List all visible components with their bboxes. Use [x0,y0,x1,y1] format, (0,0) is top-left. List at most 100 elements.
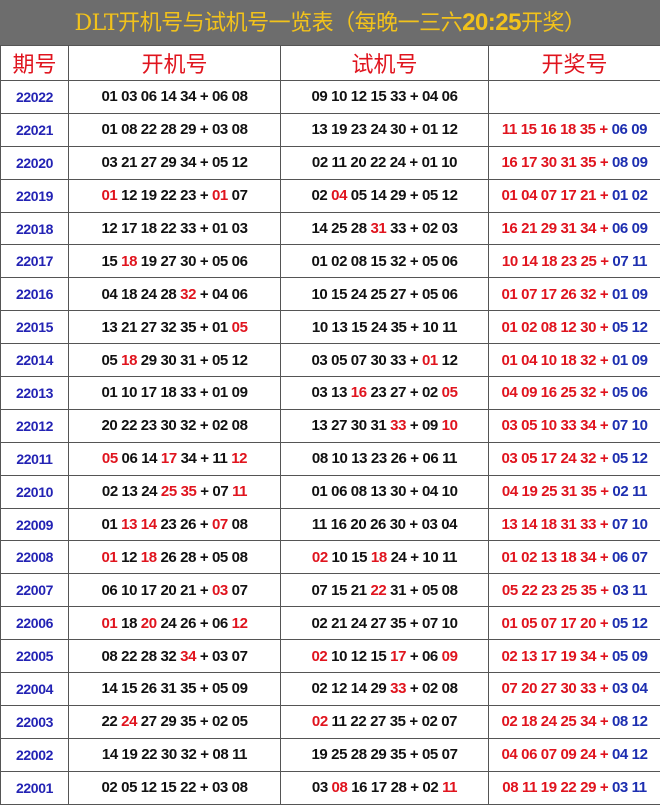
front-number: 04 [502,483,518,500]
prize-number-cell: 01 04 10 18 32 + 01 09 [489,344,660,377]
plus-separator: + [200,582,208,599]
header-open-number: 开机号 [69,46,281,81]
issue-number: 22020 [1,146,69,179]
back-number: 07 [612,516,628,533]
back-number: 11 [212,450,227,467]
front-number: 23 [371,450,387,467]
plus-separator: + [600,384,608,401]
front-number: 18 [160,384,176,401]
back-number: 08 [442,582,458,599]
plus-separator: + [600,450,608,467]
test-number-cell: 10 15 24 25 27 + 05 06 [281,278,489,311]
back-number: 01 [212,187,228,204]
front-number: 02 [312,713,328,730]
front-number: 04 [331,187,347,204]
front-number: 04 [101,286,117,303]
front-number: 34 [180,88,196,105]
front-number: 22 [101,713,117,730]
front-number: 27 [541,680,557,697]
front-number: 24 [370,121,386,138]
front-number: 18 [121,286,137,303]
front-number: 25 [331,746,347,763]
front-number: 16 [541,384,557,401]
back-number: 06 [612,121,628,138]
front-number: 11 [332,713,347,730]
plus-separator: + [409,713,417,730]
back-number: 08 [232,516,248,533]
back-number: 01 [612,352,628,369]
prize-number-cell: 03 05 17 24 32 + 05 12 [489,442,660,475]
front-number: 20 [350,516,366,533]
test-number-cell: 08 10 13 23 26 + 06 11 [281,442,489,475]
back-number: 08 [232,88,248,105]
front-number: 17 [560,615,576,632]
title-suffix: 开奖） [521,11,586,36]
issue-number: 22007 [1,574,69,607]
back-number: 05 [422,582,438,599]
open-number-cell: 08 22 28 32 34 + 03 07 [69,640,281,673]
front-number: 25 [560,384,576,401]
back-number: 04 [422,88,438,105]
back-number: 06 [212,88,228,105]
back-number: 06 [232,253,248,270]
front-number: 30 [541,154,557,171]
front-number: 02 [311,615,327,632]
back-number: 10 [632,516,648,533]
open-number-cell: 01 08 22 28 29 + 03 08 [69,113,281,146]
plus-separator: + [200,154,208,171]
plus-separator: + [410,680,418,697]
front-number: 02 [311,648,327,665]
front-number: 30 [160,352,176,369]
back-number: 12 [232,352,248,369]
front-number: 29 [160,713,176,730]
prize-number-cell: 11 15 16 18 35 + 06 09 [489,113,660,146]
front-number: 34 [580,648,596,665]
front-number: 13 [521,648,537,665]
front-number: 22 [560,779,576,796]
back-number: 05 [612,319,628,336]
front-number: 19 [141,253,157,270]
plus-separator: + [600,220,608,237]
back-number: 06 [232,286,248,303]
front-number: 14 [311,220,327,237]
plus-separator: + [410,253,418,270]
front-number: 10 [121,384,137,401]
front-number: 30 [351,417,367,434]
plus-separator: + [410,88,418,105]
back-number: 03 [212,779,228,796]
prize-number-cell: 03 05 10 33 34 + 07 10 [489,409,660,442]
front-number: 13 [331,384,347,401]
open-number-cell: 01 12 19 22 23 + 01 07 [69,179,281,212]
front-number: 10 [541,417,557,434]
front-number: 16 [501,220,517,237]
front-number: 35 [180,319,196,336]
prize-number-cell: 01 05 07 17 20 + 05 12 [489,607,660,640]
back-number: 01 [212,319,228,336]
back-number: 08 [212,746,228,763]
front-number: 29 [390,187,406,204]
front-number: 31 [370,220,386,237]
issue-number: 22011 [1,442,69,475]
front-number: 27 [370,615,386,632]
front-number: 28 [160,121,176,138]
front-number: 06 [521,746,537,763]
front-number: 19 [122,746,138,763]
back-number: 08 [232,549,248,566]
back-number: 05 [232,319,248,336]
test-number-cell: 14 25 28 31 33 + 02 03 [281,212,489,245]
plus-separator: + [600,154,608,171]
front-number: 07 [311,582,327,599]
front-number: 02 [312,549,328,566]
plus-separator: + [600,615,608,632]
front-number: 11 [312,516,327,533]
front-number: 22 [141,746,157,763]
front-number: 18 [541,516,557,533]
back-number: 01 [212,384,228,401]
test-number-cell: 02 04 05 14 29 + 05 12 [281,179,489,212]
back-number: 11 [632,483,647,500]
test-number-cell: 01 06 08 13 30 + 04 10 [281,475,489,508]
plus-separator: + [410,483,418,500]
